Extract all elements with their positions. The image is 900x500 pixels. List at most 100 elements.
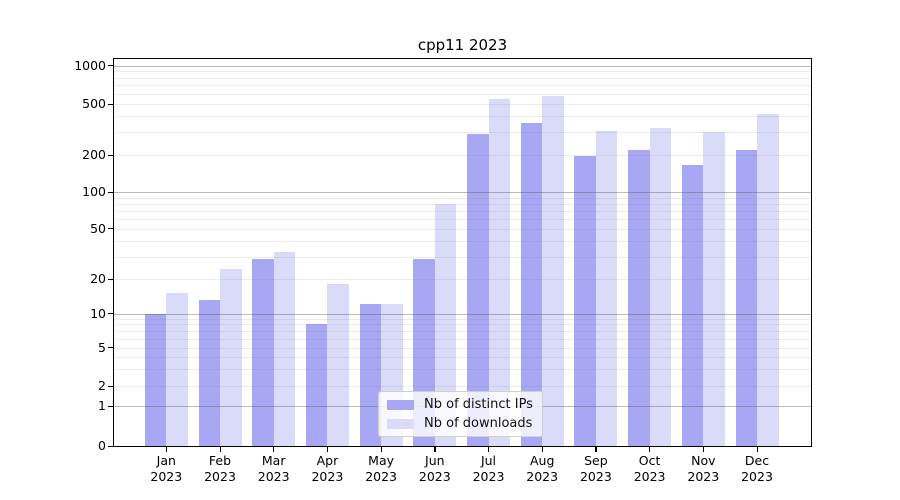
x-tick-year: 2023	[365, 468, 397, 484]
x-tick-label: Jun 2023	[407, 453, 463, 484]
x-tick-month: Sep	[584, 453, 608, 468]
y-tick-label: 1	[98, 398, 106, 413]
major-gridline	[114, 65, 811, 67]
minor-gridline	[114, 85, 811, 87]
x-tick-mark	[380, 447, 382, 452]
minor-gridline	[114, 203, 811, 205]
x-tick-mark	[273, 447, 275, 452]
y-tick-mark	[108, 65, 113, 67]
minor-gridline	[114, 368, 811, 370]
bar-downloads-oct	[649, 127, 672, 447]
legend-entry-distinct-ips: Nb of distinct IPs	[387, 396, 542, 412]
x-tick-mark	[702, 447, 705, 452]
y-tick-label: 1000	[74, 57, 106, 73]
minor-gridline	[114, 256, 811, 258]
x-tick-label: May 2023	[353, 453, 409, 484]
minor-gridline	[114, 324, 811, 326]
minor-gridline	[114, 279, 811, 280]
minor-gridline	[114, 132, 811, 134]
x-tick-label: Aug 2023	[514, 453, 570, 484]
minor-gridline	[114, 386, 811, 387]
bar-distinct-ips-nov	[681, 165, 704, 447]
x-tick-mark	[326, 447, 329, 452]
bar-distinct-ips-aug	[520, 123, 543, 447]
minor-gridline	[114, 77, 811, 79]
y-tick-mark	[108, 405, 113, 407]
minor-gridline	[114, 155, 811, 156]
bar-distinct-ips-mar	[252, 258, 274, 447]
minor-gridline	[114, 71, 811, 73]
legend: Nb of distinct IPs Nb of downloads	[378, 391, 543, 437]
y-tick-mark	[108, 347, 113, 349]
x-tick-year: 2023	[741, 468, 773, 484]
y-tick-mark	[108, 313, 113, 315]
bar-downloads-dec	[757, 114, 779, 447]
x-tick-label: Mar 2023	[246, 453, 302, 484]
minor-gridline	[114, 228, 811, 230]
x-tick-label: Feb 2023	[192, 453, 248, 484]
minor-gridline	[114, 210, 811, 212]
y-tick-label: 2	[98, 378, 106, 393]
bar-distinct-ips-apr	[305, 324, 328, 447]
bar-downloads-apr	[327, 284, 349, 447]
legend-swatch-downloads	[387, 418, 414, 429]
major-gridline	[114, 192, 811, 193]
x-tick-year: 2023	[150, 468, 183, 484]
x-tick-month: Jul	[480, 453, 497, 468]
minor-gridline	[114, 347, 811, 349]
minor-gridline	[114, 330, 811, 332]
x-tick-label: Sep 2023	[568, 453, 624, 484]
bar-distinct-ips-sep	[574, 156, 596, 447]
x-tick-month: Aug	[529, 453, 555, 468]
x-tick-label: Jan 2023	[138, 453, 194, 484]
x-tick-year: 2023	[418, 468, 451, 484]
x-tick-mark	[488, 447, 490, 452]
x-tick-month: Dec	[744, 453, 770, 468]
bar-downloads-jul	[488, 98, 510, 447]
y-tick-mark	[108, 103, 113, 105]
bar-distinct-ips-jul	[467, 134, 489, 447]
y-tick-mark	[108, 278, 113, 280]
x-tick-label: Jul 2023	[461, 453, 517, 484]
y-tick-mark	[108, 228, 113, 230]
y-tick-label: 50	[90, 220, 106, 236]
minor-gridline	[114, 104, 811, 105]
bar-downloads-jan	[166, 293, 188, 447]
y-tick-label: 20	[90, 271, 106, 286]
y-tick-label: 100	[82, 184, 106, 199]
y-tick-label: 10	[90, 305, 106, 321]
bar-distinct-ips-jan	[144, 313, 167, 447]
bar-downloads-feb	[220, 268, 242, 447]
y-tick-label: 200	[82, 147, 106, 162]
x-tick-mark	[649, 447, 651, 452]
y-tick-mark	[108, 154, 113, 156]
y-tick-label: 5	[98, 339, 106, 355]
x-tick-label: Apr 2023	[299, 453, 355, 484]
minor-gridline	[114, 219, 811, 221]
x-tick-mark	[756, 447, 758, 452]
bar-downloads-sep	[595, 130, 618, 447]
bar-downloads-nov	[703, 131, 725, 447]
x-tick-mark	[595, 447, 597, 452]
x-tick-year: 2023	[257, 468, 290, 484]
bar-downloads-aug	[542, 95, 564, 447]
x-tick-month: Apr	[316, 453, 339, 468]
major-gridline	[114, 313, 811, 315]
x-tick-month: Mar	[261, 453, 286, 468]
x-tick-mark	[434, 447, 436, 452]
minor-gridline	[114, 116, 811, 118]
x-tick-year: 2023	[633, 468, 666, 484]
x-tick-mark	[165, 447, 168, 452]
bar-distinct-ips-feb	[198, 300, 220, 447]
bar-distinct-ips-oct	[628, 149, 650, 447]
x-tick-month: May	[368, 453, 395, 468]
x-tick-month: Nov	[691, 453, 716, 468]
legend-entry-downloads: Nb of downloads	[387, 415, 542, 431]
legend-label-downloads: Nb of downloads	[424, 415, 533, 431]
legend-label-distinct-ips: Nb of distinct IPs	[424, 396, 533, 412]
bar-downloads-mar	[273, 251, 296, 447]
y-tick-mark	[108, 191, 113, 193]
x-tick-month: Oct	[638, 453, 661, 468]
x-tick-mark	[541, 447, 543, 452]
y-tick-label: 500	[82, 96, 106, 111]
